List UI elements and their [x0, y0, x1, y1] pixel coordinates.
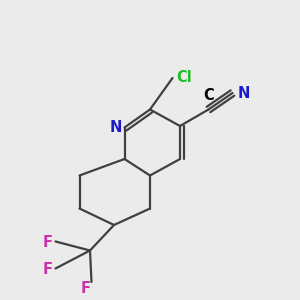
Text: N: N	[110, 120, 122, 135]
Text: Cl: Cl	[176, 70, 192, 86]
Text: C: C	[203, 88, 214, 103]
Text: F: F	[80, 281, 91, 296]
Text: F: F	[43, 235, 53, 250]
Text: N: N	[238, 85, 250, 100]
Text: F: F	[43, 262, 53, 278]
